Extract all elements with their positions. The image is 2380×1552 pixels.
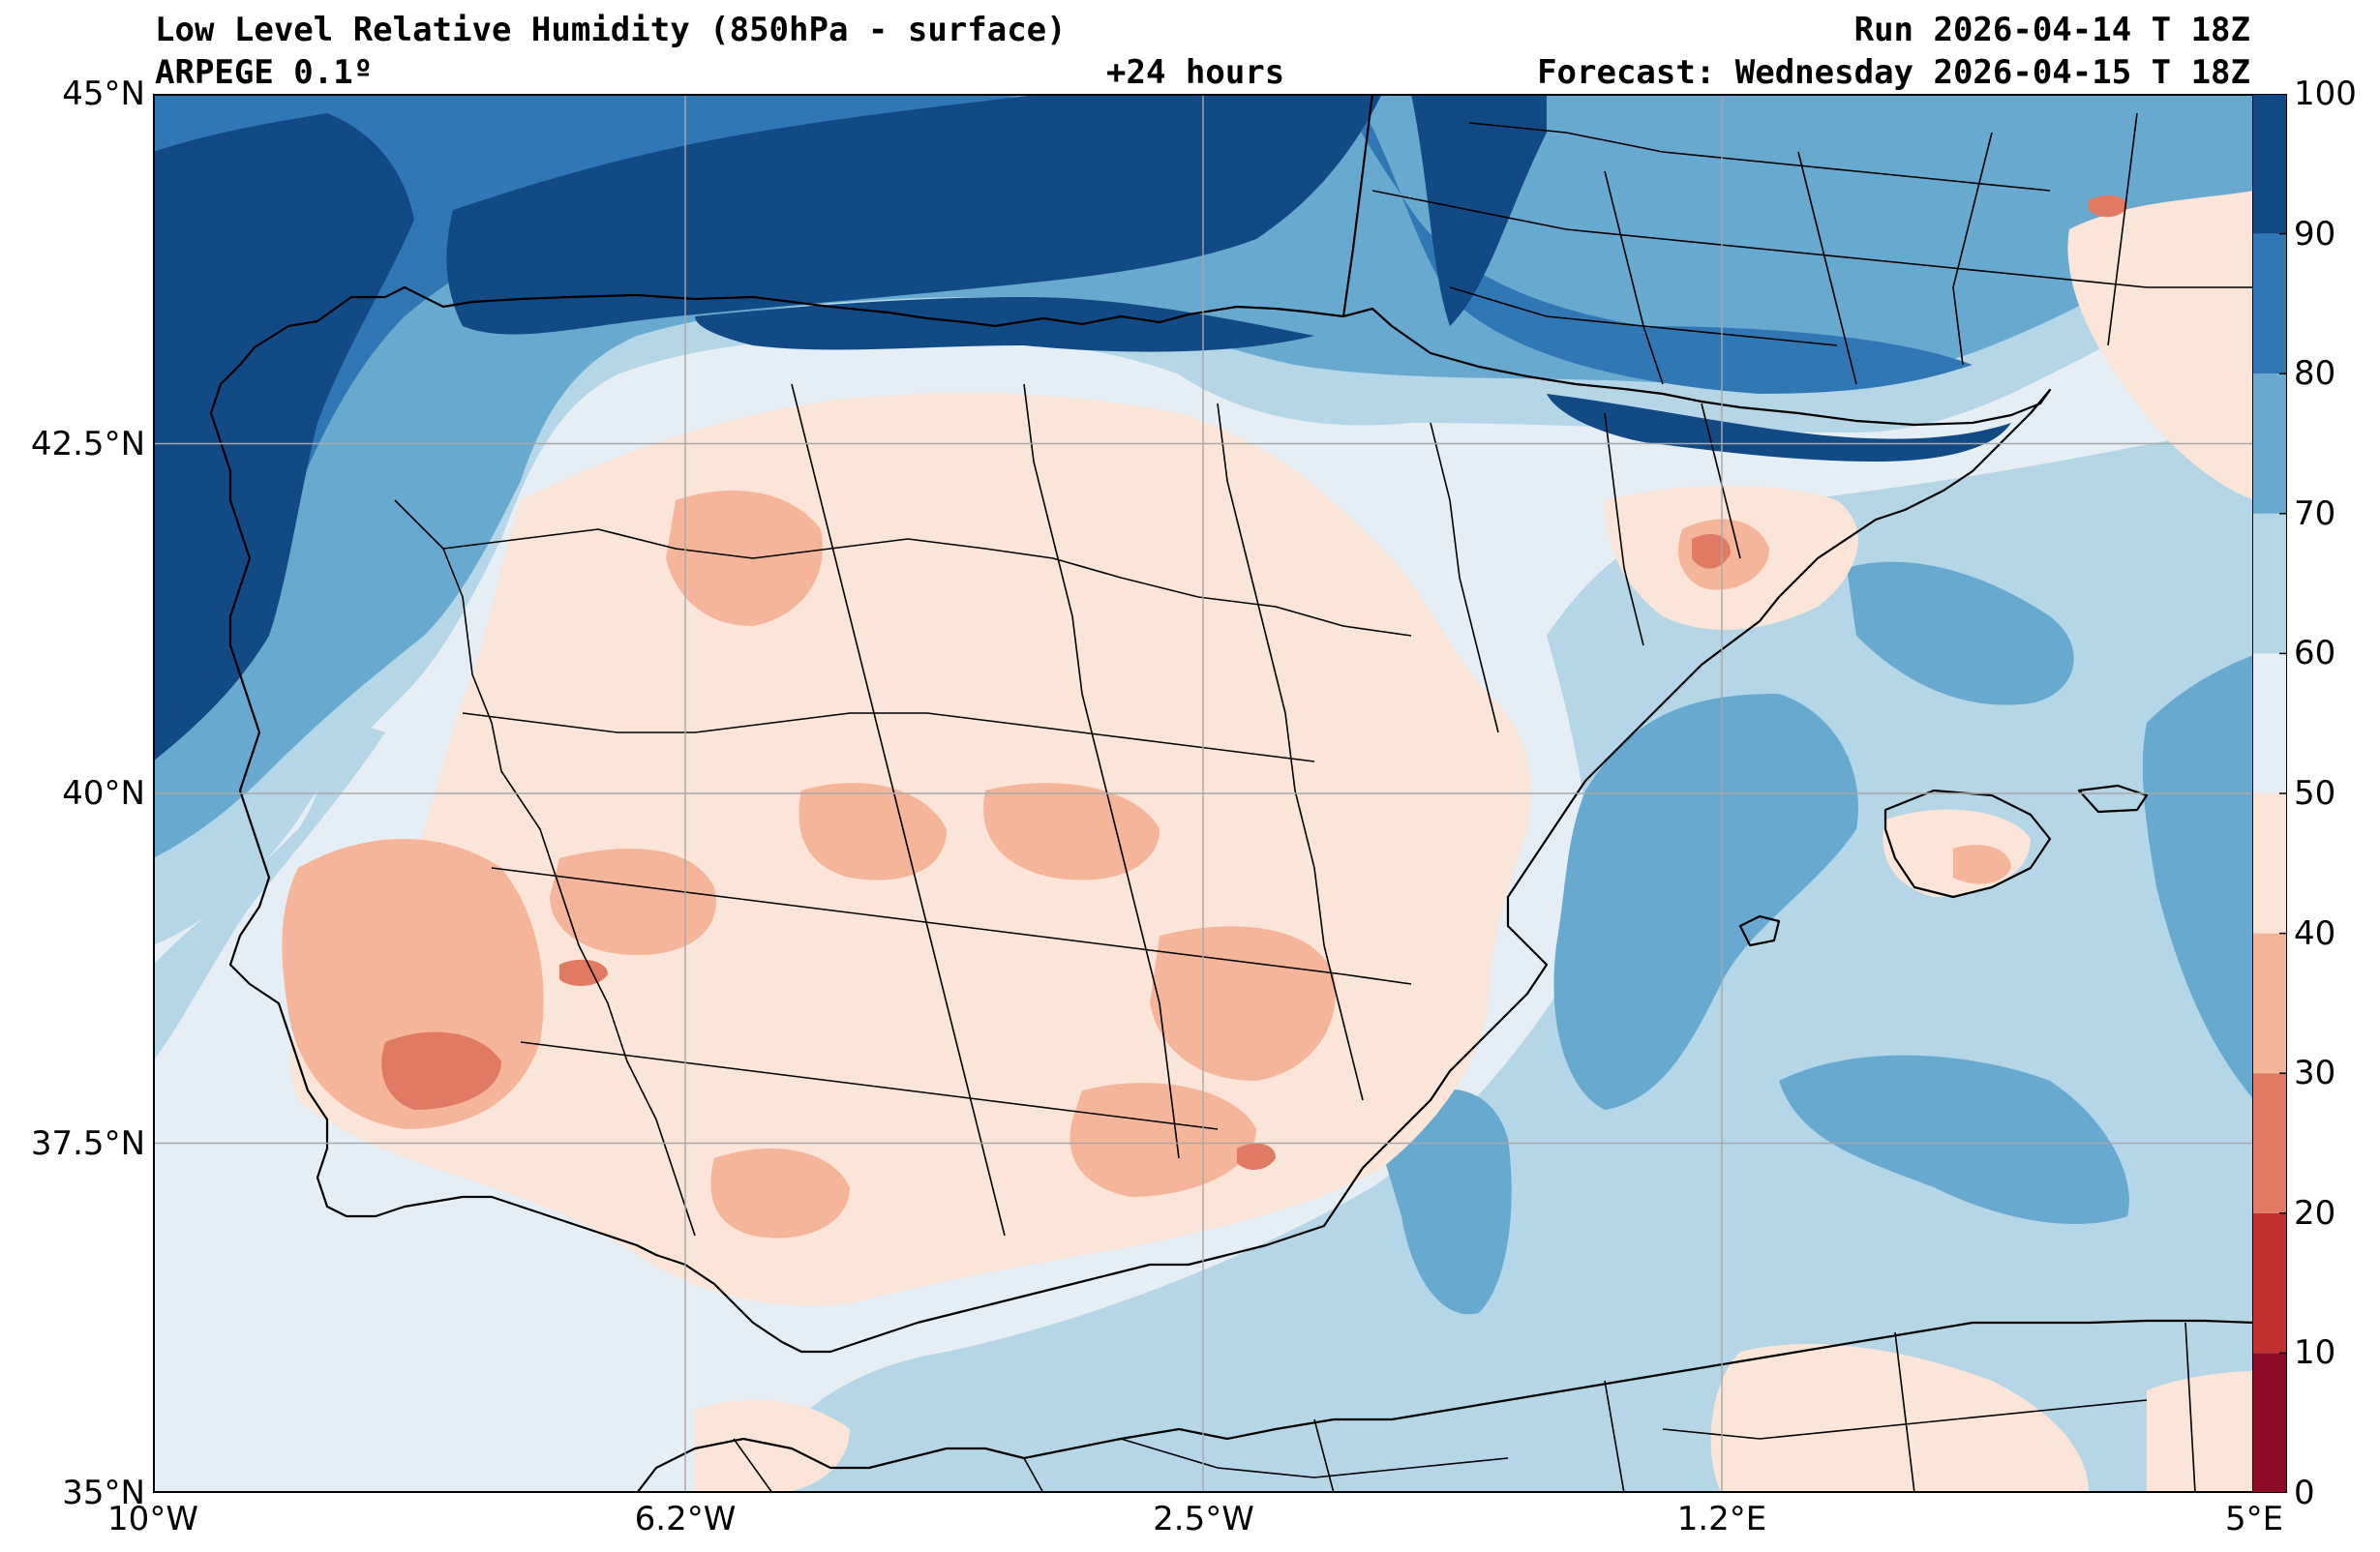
rh-zone-30e (983, 783, 1160, 880)
rh-zone-sea-70d (1779, 1055, 2129, 1225)
lon-tick-label: 5°E (2224, 1500, 2284, 1538)
rh-zone-africa-40c (2147, 1371, 2254, 1493)
lon-tick-label: 10°W (107, 1500, 198, 1538)
lat-tick-label: 45°N (62, 75, 145, 113)
rh-zone-20b (1237, 1143, 1276, 1170)
lon-tick-label: 1.2°E (1676, 1500, 1767, 1538)
coastlines (209, 94, 2254, 1493)
africa-coastline (636, 1319, 2254, 1493)
rh-zone-20a (381, 1031, 501, 1110)
rh-zone-france-40 (2067, 191, 2254, 500)
ibiza-coastline (1738, 914, 1781, 947)
rh-zone-30a (666, 491, 823, 626)
colorbar-segment (2252, 233, 2287, 374)
rh-zone-30g (1069, 1083, 1256, 1197)
rh-zone-sea-70e (2142, 655, 2254, 1100)
model-name: ARPEGE 0.1º (155, 53, 374, 92)
colorbar-segment (2252, 1353, 2287, 1493)
colorbar-label: 90 (2294, 214, 2336, 254)
rh-zone-africa-40 (695, 1399, 850, 1493)
rh-zone-20c (1692, 534, 1731, 569)
rh-zone-north-90b (446, 94, 1382, 335)
france-coastline (1341, 94, 1374, 317)
colorbar-segment (2252, 94, 2287, 234)
colorbar-label: 60 (2294, 634, 2336, 673)
colorbar-label: 10 (2294, 1333, 2336, 1373)
rh-zone-africa-40b (1710, 1343, 2089, 1493)
colorbar-segment (2252, 933, 2287, 1074)
colorbar-label: 30 (2294, 1054, 2336, 1093)
lat-tick-label: 40°N (62, 774, 145, 813)
lon-tick-label: 2.5°W (1153, 1500, 1254, 1538)
rh-zone-30f (1150, 926, 1336, 1081)
lat-tick-label: 37.5°N (30, 1123, 145, 1163)
colorbar-segment (2252, 373, 2287, 514)
humidity-map (153, 94, 2254, 1493)
colorbar-label: 40 (2294, 913, 2336, 953)
rh-zone-sea-70a (1553, 694, 1858, 1110)
admin-boundaries (394, 112, 2254, 1493)
rh-zone-20d (2089, 194, 2127, 218)
colorbar-label: 80 (2294, 354, 2336, 394)
lead-time: +24 hours (1106, 53, 1285, 92)
rh-zone-30c (550, 849, 716, 955)
forecast-time: Forecast: Wednesday 2026-04-15 T 18Z (1537, 53, 2250, 92)
run-time: Run 2026-04-14 T 18Z (1853, 11, 2250, 49)
colorbar-segment (2252, 513, 2287, 654)
iberia-coastline (209, 285, 2052, 1354)
colorbar-label: 70 (2294, 493, 2336, 533)
mallorca-coastline (1883, 789, 2052, 899)
colorbar-label: 100 (2294, 75, 2357, 113)
menorca-coastline (2077, 784, 2149, 814)
colorbar-label: 20 (2294, 1193, 2336, 1233)
lat-tick-label: 42.5°N (30, 424, 145, 463)
colorbar-segment (2252, 793, 2287, 934)
colorbar-segment (2252, 1212, 2287, 1354)
rh-zone-sea-60 (753, 423, 2254, 1493)
colorbar (2252, 94, 2287, 1493)
map-title: Low Level Relative Humidity (850hPa - su… (155, 11, 1067, 49)
colorbar-label: 0 (2294, 1474, 2315, 1512)
colorbar-segment (2252, 653, 2287, 793)
rh-zone-pyrenees-90 (1547, 394, 2011, 462)
rh-zone-30h (710, 1149, 850, 1239)
gridlines (153, 94, 2254, 1493)
rh-zone-westcoast-90 (153, 384, 254, 732)
colorbar-segment (2252, 1073, 2287, 1213)
rh-zone-atlantic-60 (153, 723, 385, 1061)
lon-tick-label: 6.2°W (634, 1500, 737, 1538)
rh-zone-sea-70b (1847, 561, 2074, 705)
lat-tick-label: 35°N (62, 1474, 145, 1512)
rh-zone-30j (1953, 845, 2011, 884)
colorbar-label: 50 (2294, 774, 2336, 813)
rh-zone-north-90c (1411, 94, 1547, 326)
